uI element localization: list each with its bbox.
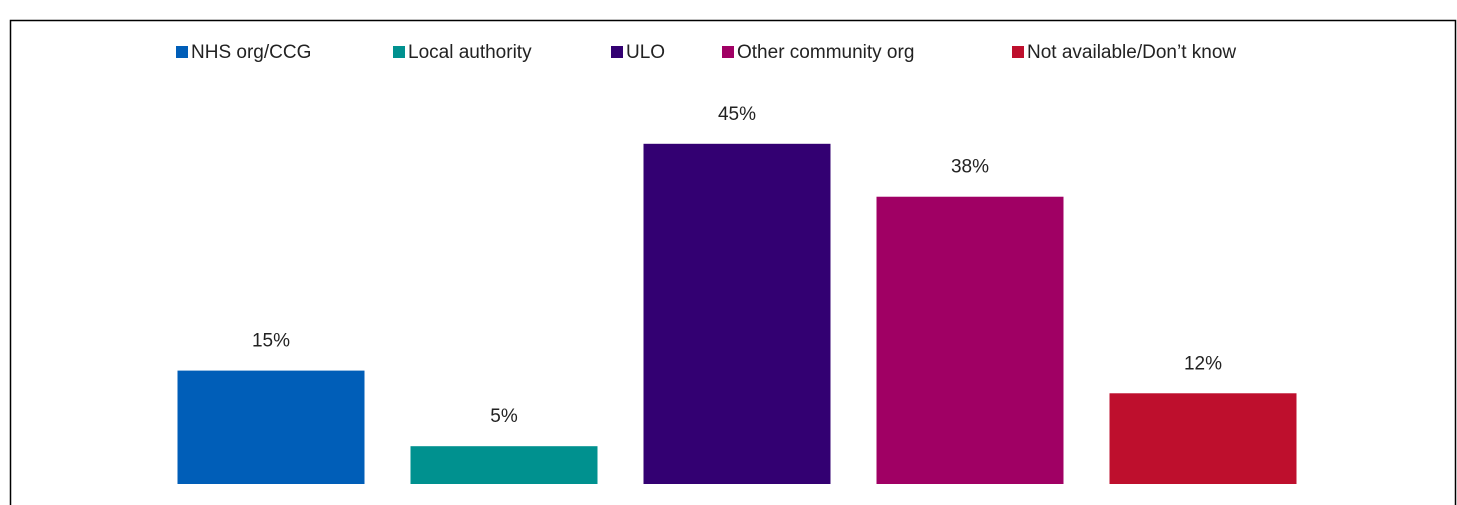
bar <box>410 446 598 484</box>
data-label: 12% <box>1184 353 1222 374</box>
bar <box>177 370 365 484</box>
data-label: 15% <box>252 331 290 352</box>
legend-label: NHS org/CCG <box>191 42 311 63</box>
data-label: 38% <box>951 157 989 178</box>
legend-swatch <box>722 46 734 58</box>
data-label: 5% <box>490 406 518 427</box>
bar <box>1109 393 1297 484</box>
legend-label: Local authority <box>408 42 532 63</box>
chart-frame <box>9 19 1457 505</box>
data-label: 45% <box>718 104 756 125</box>
bar <box>876 196 1064 484</box>
legend-label: Not available/Don’t know <box>1027 42 1236 63</box>
legend-swatch <box>393 46 405 58</box>
legend-label: ULO <box>626 42 665 63</box>
legend-swatch <box>1012 46 1024 58</box>
bar <box>643 143 831 485</box>
legend-label: Other community org <box>737 42 914 63</box>
legend-swatch <box>611 46 623 58</box>
legend-swatch <box>176 46 188 58</box>
